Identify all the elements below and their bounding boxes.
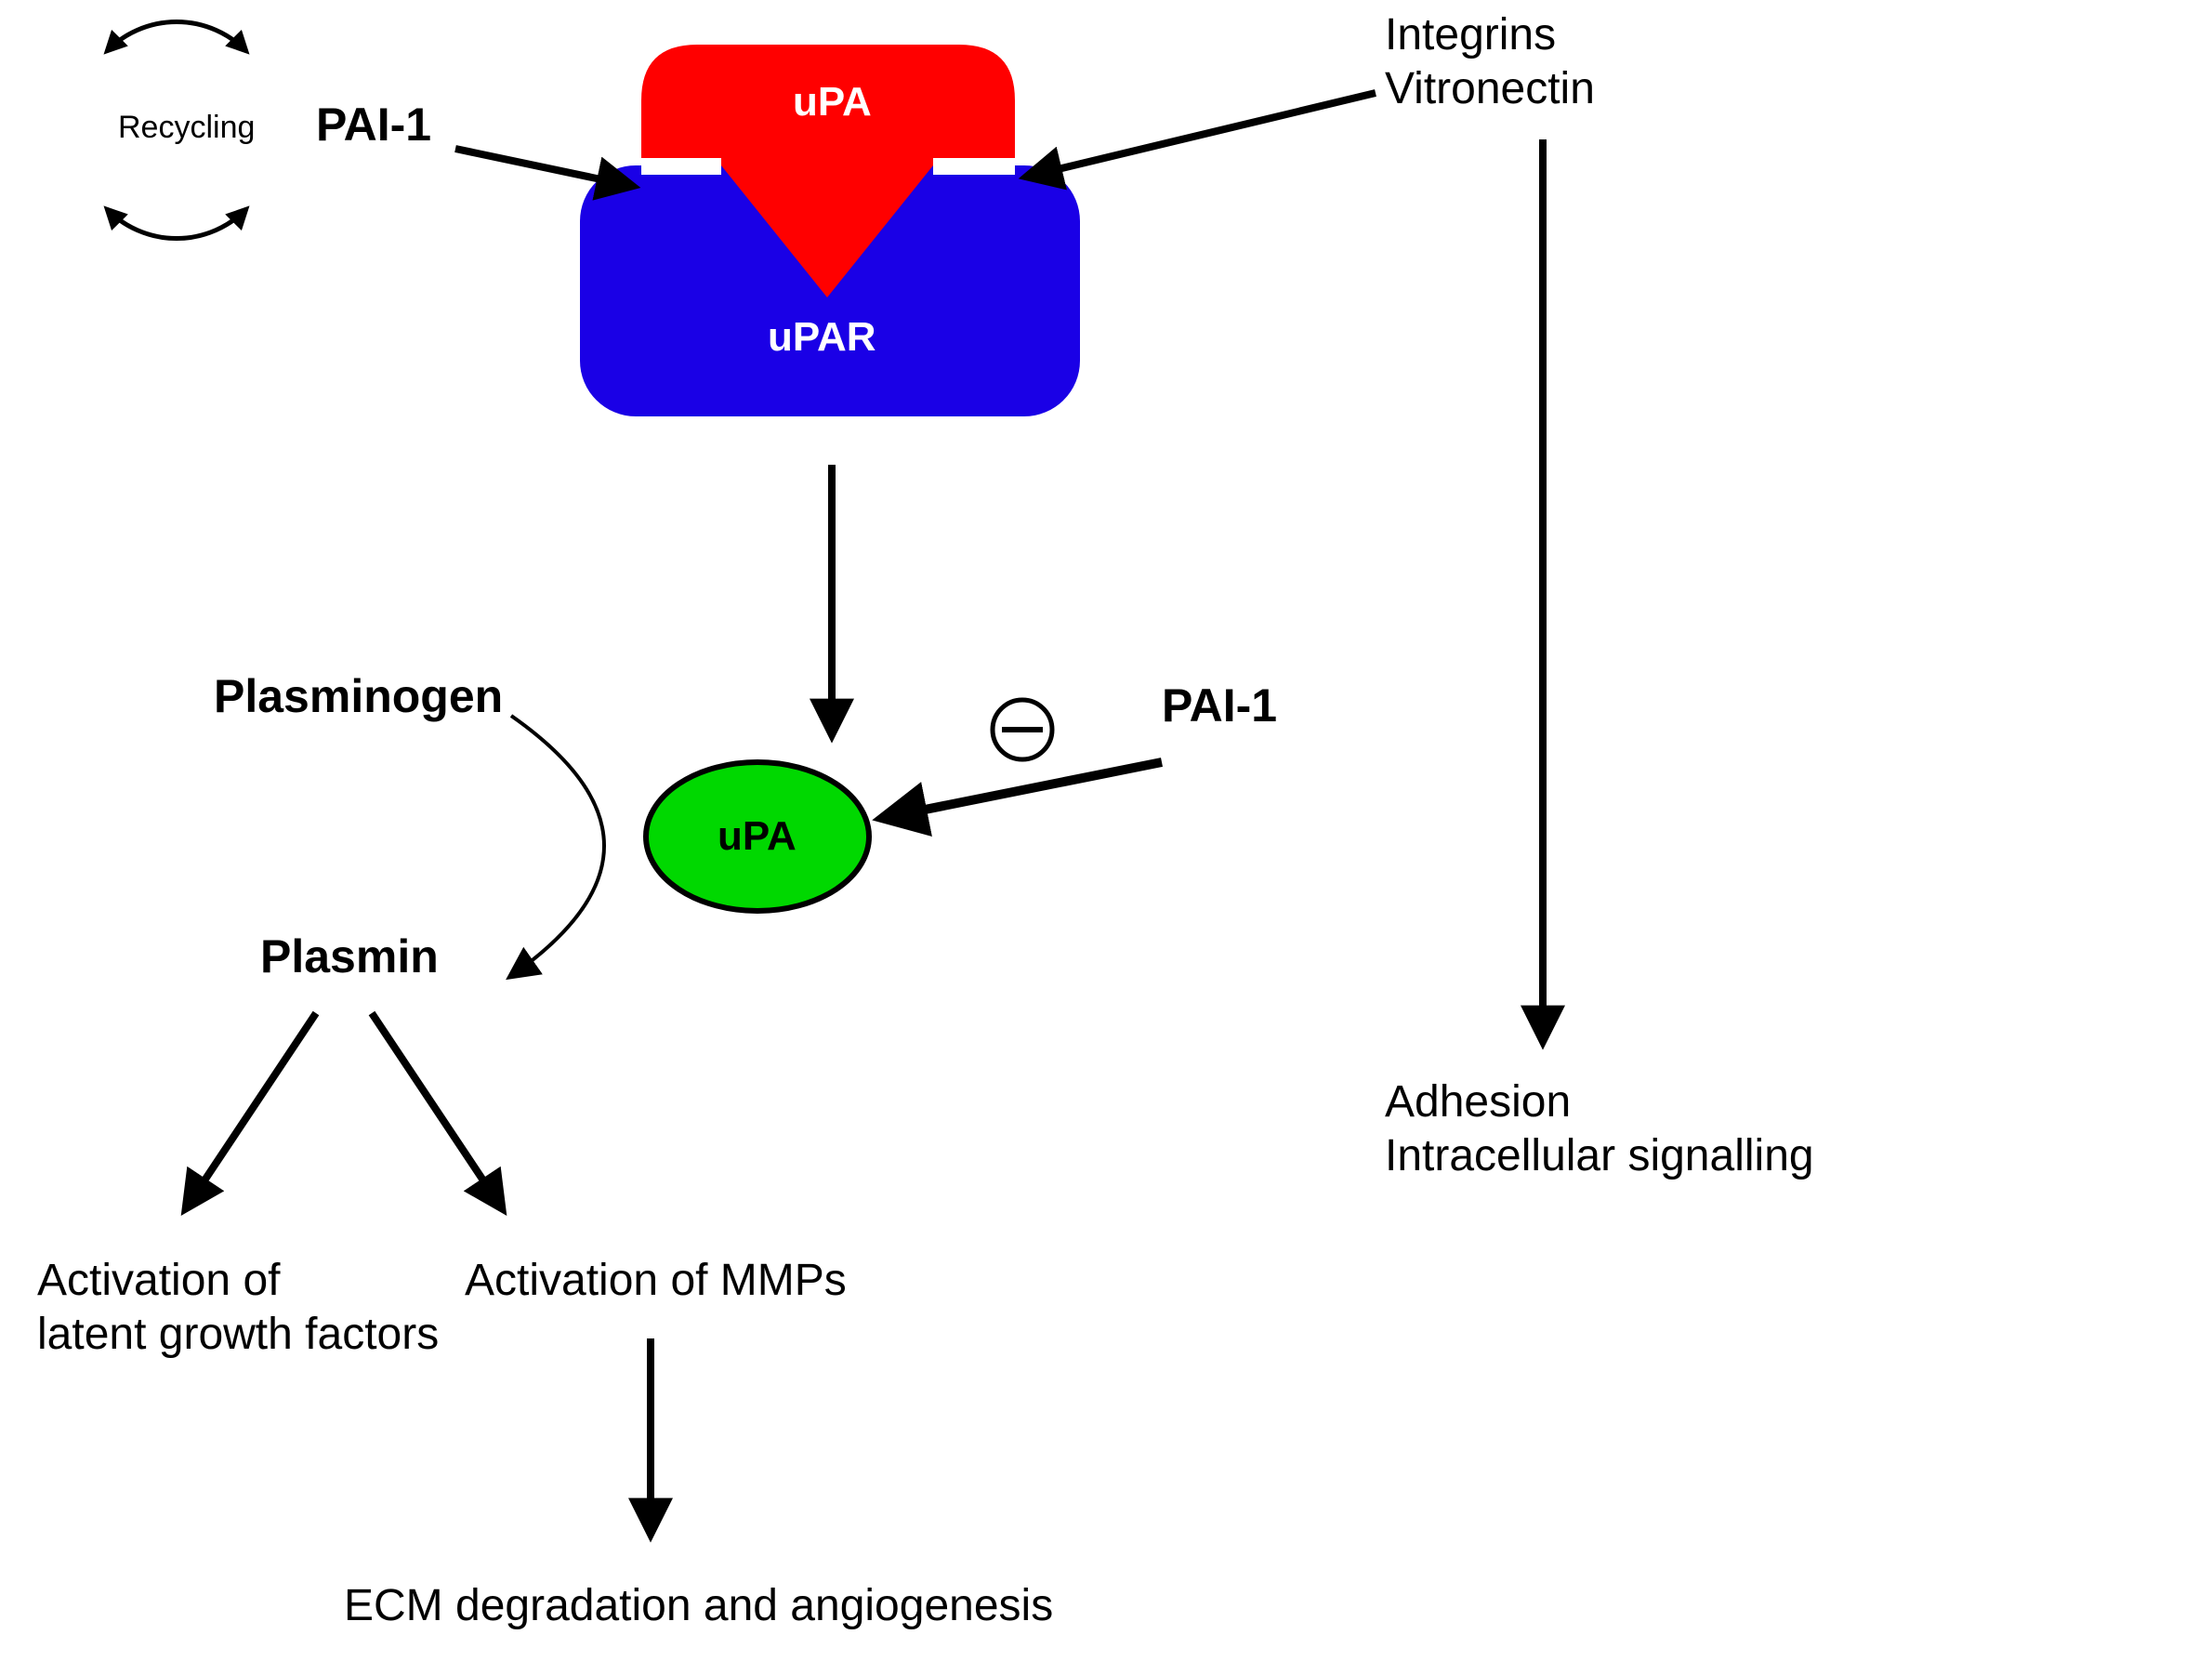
gap-right [933,158,1015,175]
activation-lgf-label-1: Activation of [37,1255,280,1306]
edge-pai1r-to-upagreen [883,762,1162,818]
pai1-top-label: PAI-1 [316,98,431,152]
edge-plasmin-to-lgf [186,1013,316,1208]
edge-pai1-to-upa [455,149,632,186]
activation-mmps-label: Activation of MMPs [465,1255,847,1306]
adhesion-label-2: Intracellular signalling [1385,1130,1814,1181]
integrins-label-2: Vitronectin [1385,63,1595,114]
plasminogen-label: Plasminogen [214,669,503,723]
edge-plasmin-to-mmps [372,1013,502,1208]
gap-left [641,158,721,175]
upa-red-label: uPA [793,79,872,125]
inhibition-icon [993,700,1052,759]
integrins-label-1: Integrins [1385,9,1556,60]
upar-node [580,165,1080,416]
pai1-right-label: PAI-1 [1162,679,1277,732]
diagram-svg [0,0,2212,1661]
upar-label: uPAR [768,314,876,361]
recycling-label: Recycling [118,110,255,146]
upa-green-label: uPA [718,813,797,860]
adhesion-label-1: Adhesion [1385,1076,1571,1127]
edge-integrins-to-upa [1027,93,1376,177]
ecm-label: ECM degradation and angiogenesis [344,1580,1053,1631]
edge-plasminogen-arc [511,716,604,976]
plasmin-label: Plasmin [260,929,439,983]
diagram-canvas: Recycling PAI-1 uPA uPAR Integrins Vitro… [0,0,2212,1661]
activation-lgf-label-2: latent growth factors [37,1309,439,1360]
